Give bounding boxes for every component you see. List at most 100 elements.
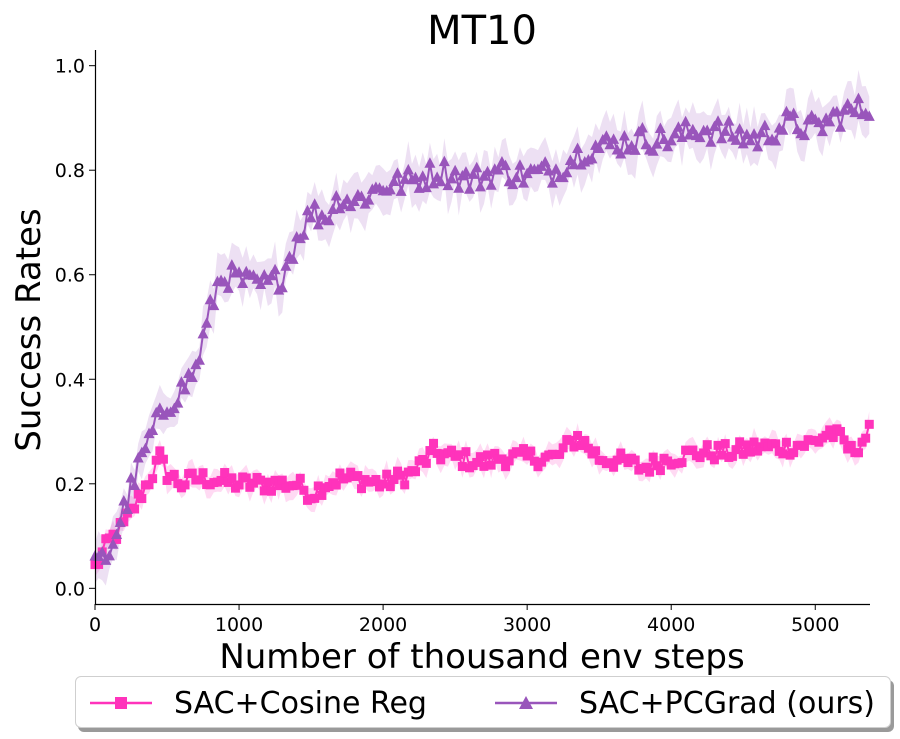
data-point-cosine-reg (277, 475, 287, 485)
chart-title: MT10 (427, 8, 537, 54)
data-point-pcgrad (460, 166, 472, 177)
data-point-cosine-reg (789, 448, 799, 458)
data-point-pcgrad (337, 198, 349, 210)
data-point-pcgrad (593, 142, 605, 153)
data-point-pcgrad (111, 528, 123, 540)
data-point-pcgrad (114, 516, 126, 527)
data-point-cosine-reg (839, 435, 849, 445)
data-point-pcgrad (770, 134, 782, 146)
data-point-pcgrad (600, 130, 612, 141)
data-point-pcgrad (510, 171, 522, 183)
data-point-pcgrad (816, 125, 828, 137)
data-point-cosine-reg (641, 462, 651, 472)
data-point-pcgrad (129, 479, 141, 490)
legend-label-pcgrad: SAC+PCGrad (ours) (579, 685, 876, 721)
data-point-pcgrad (507, 178, 519, 190)
data-point-cosine-reg (436, 455, 446, 465)
data-point-cosine-reg (490, 448, 500, 458)
y-tick-label: 0.2 (55, 474, 85, 496)
data-point-cosine-reg (835, 426, 845, 436)
data-point-pcgrad (193, 354, 205, 365)
data-point-pcgrad (147, 424, 159, 436)
data-point-cosine-reg (616, 448, 626, 458)
data-point-cosine-reg (497, 454, 507, 464)
data-point-pcgrad (121, 503, 133, 515)
confidence-band-pcgrad (95, 69, 870, 586)
data-point-cosine-reg (266, 486, 276, 496)
data-point-pcgrad (658, 133, 670, 145)
data-point-cosine-reg (609, 462, 619, 472)
confidence-bands (95, 69, 870, 586)
y-tick-label: 0.0 (55, 578, 85, 600)
data-point-pcgrad (615, 148, 627, 159)
data-point-pcgrad (309, 198, 321, 209)
data-point-cosine-reg (331, 480, 341, 490)
data-point-pcgrad (863, 110, 875, 121)
chart-legend: SAC+Cosine Reg SAC+PCGrad (ours) (75, 676, 891, 728)
data-point-cosine-reg (342, 473, 352, 483)
data-point-cosine-reg (220, 468, 230, 478)
data-point-pcgrad (752, 140, 764, 152)
data-point-cosine-reg (475, 452, 485, 462)
data-point-pcgrad (464, 183, 476, 194)
data-point-pcgrad (103, 549, 115, 561)
data-point-cosine-reg (483, 450, 493, 460)
data-point-cosine-reg (353, 471, 363, 481)
data-point-cosine-reg (771, 439, 781, 449)
data-point-pcgrad (716, 132, 728, 144)
data-point-cosine-reg (781, 437, 791, 447)
data-point-pcgrad (107, 538, 119, 549)
data-point-pcgrad (651, 138, 663, 149)
data-point-cosine-reg (738, 449, 748, 459)
data-point-pcgrad (755, 126, 767, 138)
data-point-cosine-reg (378, 479, 388, 489)
data-point-cosine-reg (799, 441, 809, 451)
data-point-cosine-reg (583, 443, 593, 453)
data-point-cosine-reg (727, 451, 737, 461)
data-point-cosine-reg (396, 470, 406, 480)
data-point-cosine-reg (335, 468, 345, 478)
data-point-cosine-reg (745, 447, 755, 457)
data-point-cosine-reg (295, 473, 305, 483)
data-point-cosine-reg (652, 461, 662, 471)
data-point-cosine-reg (778, 449, 788, 459)
y-tick-label: 0.4 (55, 369, 85, 391)
data-point-pcgrad (561, 166, 573, 178)
data-point-pcgrad (604, 138, 616, 150)
legend-entry-pcgrad: SAC+PCGrad (ours) (491, 677, 875, 729)
data-point-pcgrad (759, 119, 771, 131)
data-point-pcgrad (348, 195, 360, 207)
data-point-pcgrad (363, 194, 375, 205)
data-point-pcgrad (298, 229, 310, 240)
series-markers (89, 92, 875, 570)
data-point-cosine-reg (259, 486, 269, 496)
data-point-pcgrad (395, 185, 407, 196)
data-point-cosine-reg (356, 484, 366, 494)
data-point-cosine-reg (180, 480, 190, 490)
data-point-cosine-reg (648, 452, 658, 462)
data-point-pcgrad (744, 134, 756, 146)
data-point-pcgrad (550, 163, 562, 174)
data-point-pcgrad (514, 159, 526, 170)
data-point-pcgrad (168, 402, 180, 414)
data-point-pcgrad (474, 180, 486, 192)
data-point-cosine-reg (742, 440, 752, 450)
data-point-pcgrad (701, 124, 713, 136)
data-point-cosine-reg (655, 466, 665, 476)
data-point-cosine-reg (137, 494, 147, 504)
data-point-pcgrad (719, 125, 731, 136)
data-point-cosine-reg (846, 440, 856, 450)
data-point-cosine-reg (454, 450, 464, 460)
data-point-pcgrad (323, 214, 335, 226)
data-point-cosine-reg (270, 475, 280, 485)
x-axis-ticks: 0 1000 2000 3000 4000 5000 (89, 604, 839, 636)
data-point-cosine-reg (187, 468, 197, 478)
data-point-cosine-reg (677, 458, 687, 468)
data-point-pcgrad (197, 327, 209, 339)
data-point-pcgrad (175, 376, 187, 387)
data-point-cosine-reg (569, 442, 579, 452)
data-point-pcgrad (737, 137, 749, 149)
data-point-cosine-reg (248, 478, 258, 488)
x-tick-label: 1000 (215, 614, 263, 636)
data-point-pcgrad (139, 442, 151, 454)
